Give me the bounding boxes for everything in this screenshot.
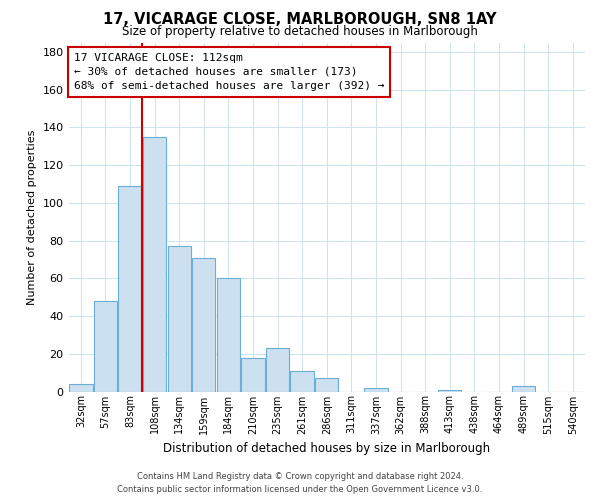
Bar — [217, 278, 240, 392]
Text: Size of property relative to detached houses in Marlborough: Size of property relative to detached ho… — [122, 25, 478, 38]
Bar — [241, 358, 265, 392]
Text: Contains HM Land Registry data © Crown copyright and database right 2024.
Contai: Contains HM Land Registry data © Crown c… — [118, 472, 482, 494]
Bar — [118, 186, 142, 392]
Bar — [94, 301, 117, 392]
X-axis label: Distribution of detached houses by size in Marlborough: Distribution of detached houses by size … — [163, 442, 490, 455]
Bar — [266, 348, 289, 392]
Text: 17 VICARAGE CLOSE: 112sqm
← 30% of detached houses are smaller (173)
68% of semi: 17 VICARAGE CLOSE: 112sqm ← 30% of detac… — [74, 53, 384, 91]
Y-axis label: Number of detached properties: Number of detached properties — [27, 130, 37, 304]
Bar — [143, 137, 166, 392]
Bar — [167, 246, 191, 392]
Bar — [192, 258, 215, 392]
Bar — [364, 388, 388, 392]
Bar — [315, 378, 338, 392]
Bar — [69, 384, 92, 392]
Bar — [438, 390, 461, 392]
Bar — [290, 371, 314, 392]
Bar — [512, 386, 535, 392]
Text: 17, VICARAGE CLOSE, MARLBOROUGH, SN8 1AY: 17, VICARAGE CLOSE, MARLBOROUGH, SN8 1AY — [103, 12, 497, 28]
